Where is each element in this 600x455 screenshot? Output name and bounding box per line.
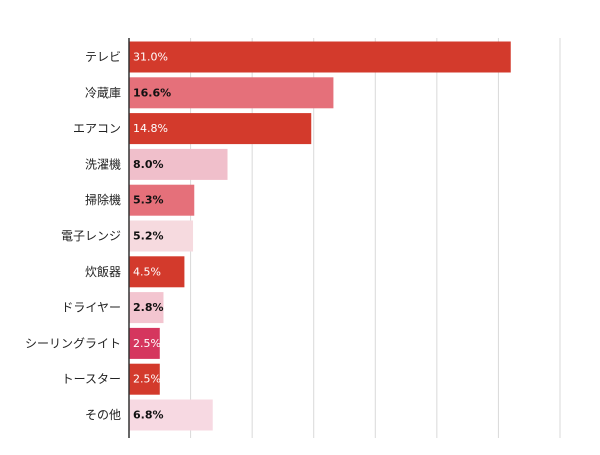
bars bbox=[129, 41, 511, 431]
bar bbox=[129, 292, 164, 324]
category-label: エアコン bbox=[73, 122, 121, 136]
category-label: 冷蔵庫 bbox=[85, 86, 121, 100]
data-label: 4.5% bbox=[133, 265, 161, 278]
bar bbox=[129, 327, 160, 359]
bar bbox=[129, 184, 195, 216]
category-label: 電子レンジ bbox=[61, 229, 121, 243]
category-label: シーリングライト bbox=[25, 336, 121, 350]
data-label: 2.5% bbox=[133, 373, 161, 386]
data-label: 5.2% bbox=[133, 230, 164, 243]
category-labels: テレビ冷蔵庫エアコン洗濯機掃除機電子レンジ炊飯器ドライヤーシーリングライトトース… bbox=[25, 50, 121, 422]
bar bbox=[129, 113, 312, 145]
bar bbox=[129, 77, 334, 109]
category-label: 掃除機 bbox=[85, 192, 121, 207]
data-label: 2.5% bbox=[133, 337, 161, 350]
value-labels: 31.0% 16.6% 14.8% 8.0% 5.3% 5.2% 4.5% 2.8% 2.5% 2… bbox=[133, 51, 171, 422]
data-label: 2.8% bbox=[133, 301, 164, 314]
bar bbox=[129, 363, 160, 395]
category-label: その他 bbox=[85, 408, 121, 422]
data-label: 16.6% bbox=[133, 86, 171, 99]
bar bbox=[129, 41, 511, 73]
bar bbox=[129, 220, 194, 252]
bar bbox=[129, 256, 185, 288]
data-label: 5.3% bbox=[133, 194, 164, 207]
data-label: 6.8% bbox=[133, 409, 164, 422]
category-label: 洗濯機 bbox=[85, 156, 121, 171]
category-label: ドライヤー bbox=[61, 301, 121, 315]
category-label: トースター bbox=[62, 372, 121, 386]
bar bbox=[129, 148, 228, 180]
data-label: 14.8% bbox=[133, 122, 168, 135]
data-label: 31.0% bbox=[133, 51, 168, 64]
category-label: 炊飯器 bbox=[85, 264, 121, 279]
data-label: 8.0% bbox=[133, 158, 164, 171]
category-label: テレビ bbox=[85, 50, 121, 64]
bar bbox=[129, 399, 213, 431]
